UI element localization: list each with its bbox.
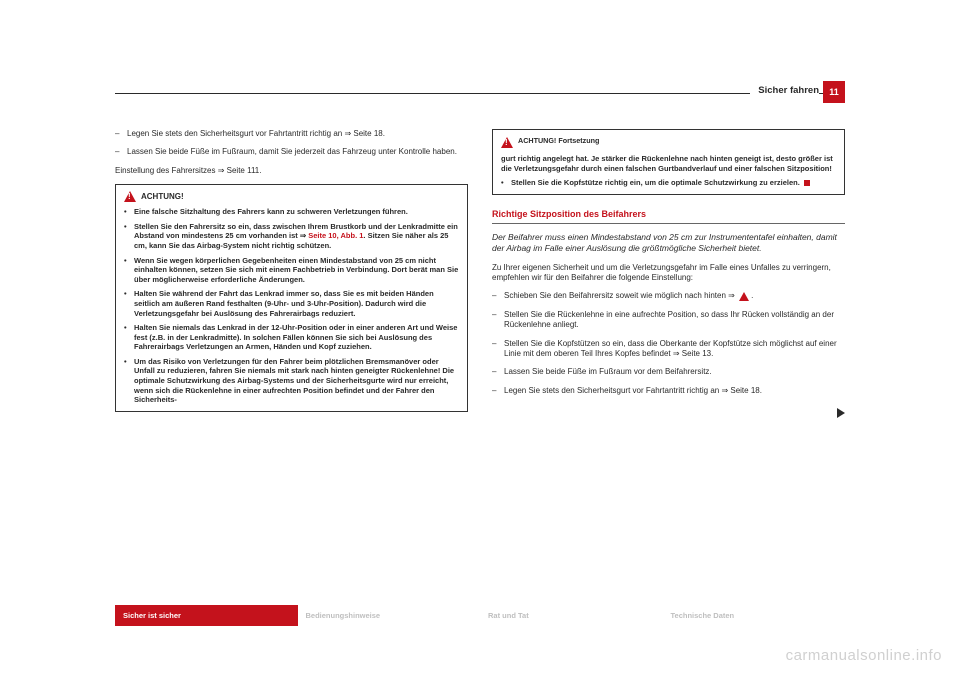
item-text: Stellen Sie die Rückenlehne in eine aufr… (504, 310, 845, 331)
tab-technische[interactable]: Technische Daten (663, 605, 846, 626)
list-item: –Schieben Sie den Beifahrersitz soweit w… (492, 291, 845, 301)
continue-arrow-icon (837, 408, 845, 418)
warning-cont-header: ACHTUNG! Fortsetzung (501, 136, 836, 149)
list-item: –Stellen Sie die Kopfstützen so ein, das… (492, 339, 845, 360)
warning-item: Halten Sie während der Fahrt das Lenkrad… (134, 289, 459, 318)
page-number: 11 (829, 87, 839, 97)
page-header: Sicher fahren 11 (115, 85, 845, 107)
footer-tabs: Sicher ist sicher Bedienungshinweise Rat… (115, 605, 845, 626)
item-text: Lassen Sie beide Füße im Fußraum, damit … (127, 147, 468, 157)
left-column: –Legen Sie stets den Sicherheitsgurt vor… (115, 129, 468, 418)
list-item: –Legen Sie stets den Sicherheitsgurt vor… (115, 129, 468, 139)
tab-sicher[interactable]: Sicher ist sicher (115, 605, 298, 626)
section-title: Sicher fahren (750, 85, 819, 96)
warning-item: Eine falsche Sitzhaltung des Fahrers kan… (134, 207, 459, 217)
end-square-icon (804, 180, 810, 186)
list-item: –Lassen Sie beide Füße im Fußraum vor de… (492, 367, 845, 377)
item-text: Legen Sie stets den Sicherheitsgurt vor … (504, 386, 845, 396)
warning-triangle-icon (124, 191, 136, 202)
subsection-heading: Richtige Sitzposition des Beifahrers (492, 209, 845, 224)
warning-title: ACHTUNG! (141, 192, 184, 202)
warning-item: Stellen Sie den Fahrersitz so ein, dass … (134, 222, 459, 251)
reference-line: Einstellung des Fahrersitzes ⇒ Seite 111… (115, 166, 468, 176)
item-text: Stellen Sie die Kopfstützen so ein, dass… (504, 339, 845, 360)
watermark-text: carmanualsonline.info (786, 647, 942, 664)
warning-item: Um das Risiko von Verletzungen für den F… (134, 357, 459, 405)
warning-cont-title: ACHTUNG! Fortsetzung (518, 136, 599, 145)
warning-continuation-box: ACHTUNG! Fortsetzung gurt richtig angele… (492, 129, 845, 195)
warning-box: ACHTUNG! •Eine falsche Sitzhaltung des F… (115, 184, 468, 412)
list-item: –Lassen Sie beide Füße im Fußraum, damit… (115, 147, 468, 157)
intro-paragraph: Der Beifahrer muss einen Mindestabstand … (492, 232, 845, 255)
tab-bedienung[interactable]: Bedienungshinweise (298, 605, 481, 626)
two-column-layout: –Legen Sie stets den Sicherheitsgurt vor… (115, 129, 845, 418)
header-rule (115, 93, 845, 94)
tab-rat[interactable]: Rat und Tat (480, 605, 663, 626)
warning-triangle-icon (501, 137, 513, 148)
body-paragraph: Zu Ihrer eigenen Sicherheit und um die V… (492, 263, 845, 284)
warning-item: Wenn Sie wegen körperlichen Gegebenheite… (134, 256, 459, 285)
warning-item: Stellen Sie die Kopfstütze richtig ein, … (511, 178, 836, 188)
page-link[interactable]: Seite 10, Abb. 1 (308, 231, 363, 240)
warning-header: ACHTUNG! (124, 191, 459, 202)
list-item: –Stellen Sie die Rückenlehne in eine auf… (492, 310, 845, 331)
item-text: Lassen Sie beide Füße im Fußraum vor dem… (504, 367, 845, 377)
warning-ref-icon (739, 292, 749, 301)
item-text: Schieben Sie den Beifahrersitz soweit wi… (504, 291, 845, 301)
warning-item: Halten Sie niemals das Lenkrad in der 12… (134, 323, 459, 352)
right-column: ACHTUNG! Fortsetzung gurt richtig angele… (492, 129, 845, 418)
page-content: Sicher fahren 11 –Legen Sie stets den Si… (115, 85, 845, 605)
warning-cont-text: gurt richtig angelegt hat. Je stärker di… (501, 154, 836, 173)
page-number-box: 11 (823, 81, 845, 103)
item-text: Legen Sie stets den Sicherheitsgurt vor … (127, 129, 468, 139)
list-item: –Legen Sie stets den Sicherheitsgurt vor… (492, 386, 845, 396)
